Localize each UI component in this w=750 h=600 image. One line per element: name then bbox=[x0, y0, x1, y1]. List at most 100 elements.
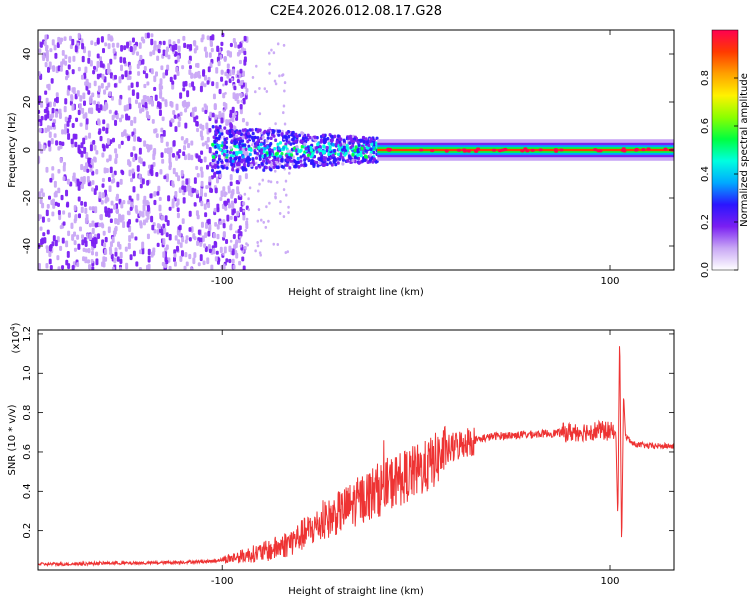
spectrogram-cell bbox=[205, 222, 209, 229]
spectrogram-cell bbox=[207, 230, 211, 237]
spectrogram-cell bbox=[55, 92, 59, 98]
spectrogram-cell bbox=[219, 173, 223, 179]
spectrogram-cell bbox=[204, 232, 208, 239]
spectrogram-cell bbox=[372, 150, 376, 155]
spectrogram-cell bbox=[160, 65, 164, 71]
spectrogram-cell bbox=[538, 148, 543, 152]
spectrogram-cell bbox=[60, 61, 64, 68]
spectrogram-cell bbox=[143, 65, 147, 71]
spectrogram-cell bbox=[182, 151, 186, 157]
spectrogram-cell bbox=[102, 126, 106, 132]
spectrogram-cell bbox=[156, 242, 160, 248]
spectrogram-cell bbox=[54, 239, 58, 247]
spectrogram-cell bbox=[157, 185, 161, 192]
spectrogram-cell bbox=[107, 211, 111, 218]
spectrogram-cell bbox=[109, 72, 113, 79]
spectrogram-cell bbox=[225, 258, 229, 263]
spectrogram-cell bbox=[257, 146, 261, 150]
spectrogram-cell bbox=[96, 53, 100, 59]
spectrogram-cell bbox=[150, 164, 154, 170]
spectrogram-cell bbox=[203, 46, 207, 52]
spectrogram-cell bbox=[182, 197, 186, 204]
spectrogram-cell bbox=[241, 143, 245, 148]
spectrogram-cell bbox=[84, 207, 88, 214]
spectrogram-cell bbox=[191, 81, 195, 87]
spectrogram-cell bbox=[134, 205, 138, 212]
spectrogram-cell bbox=[91, 227, 95, 235]
spectrogram-cell bbox=[187, 153, 191, 161]
snr-y-tick-label: 1.0 bbox=[22, 365, 33, 381]
spectrogram-cell bbox=[190, 192, 194, 198]
spectrogram-cell bbox=[177, 38, 181, 44]
spectrogram-cell bbox=[119, 117, 123, 123]
spectrogram-cell bbox=[80, 164, 84, 171]
spectrogram-cell bbox=[246, 139, 250, 144]
spectrogram-cell bbox=[243, 192, 247, 196]
spectrogram-cell bbox=[184, 108, 188, 113]
spectrogram-cell bbox=[259, 151, 263, 155]
spectrogram-cell bbox=[182, 35, 186, 41]
spectrogram-cell bbox=[229, 181, 233, 187]
spectrogram-cell bbox=[138, 266, 142, 270]
spectrogram-cell bbox=[215, 170, 219, 175]
spectrogram-cell bbox=[272, 51, 276, 55]
spectrogram-cell bbox=[119, 251, 123, 259]
spectrogram-cell bbox=[65, 69, 69, 76]
spectrogram-cell bbox=[87, 57, 91, 64]
spectrogram-cell bbox=[229, 204, 232, 208]
spectrogram-cell bbox=[215, 81, 219, 89]
spectrogram-cell bbox=[130, 120, 134, 127]
spectrogram-cell bbox=[38, 95, 42, 101]
spectrogram-cell bbox=[178, 148, 182, 154]
spectrogram-cell bbox=[49, 125, 53, 130]
spectrogram-cell bbox=[192, 40, 196, 46]
spectrogram-cell bbox=[155, 71, 159, 77]
spectrogram-cell bbox=[54, 52, 58, 59]
spectrogram-cell bbox=[108, 154, 112, 162]
spectrogram-cell bbox=[154, 128, 158, 133]
spectrogram-cell bbox=[219, 54, 223, 60]
spectrogram-cell bbox=[147, 114, 151, 120]
spectrogram-cell bbox=[39, 198, 43, 205]
spectrogram-cell bbox=[222, 109, 226, 113]
spectrogram-cell bbox=[97, 119, 101, 126]
spectrogram-cell bbox=[121, 74, 125, 80]
spectrogram-cell bbox=[92, 65, 96, 71]
spectrogram-cell bbox=[99, 56, 103, 62]
spectrogram-cell bbox=[87, 259, 91, 264]
spectrogram-cell bbox=[179, 111, 183, 117]
spectrogram-cell bbox=[77, 32, 81, 39]
spectrogram-cell bbox=[251, 76, 255, 80]
spectrogram-cell bbox=[256, 241, 259, 245]
spectrogram-cell bbox=[65, 75, 69, 81]
spectrogram-cell bbox=[209, 111, 213, 118]
spectrogram-cell bbox=[243, 48, 247, 52]
spectrogram-cell bbox=[371, 160, 375, 164]
spectrogram-y-tick-label: -40 bbox=[22, 238, 33, 254]
spectrogram-cell bbox=[235, 134, 239, 139]
spectrogram-cell bbox=[228, 78, 232, 84]
spectrogram-cell bbox=[78, 103, 82, 110]
spectrogram-cell bbox=[188, 210, 192, 217]
spectrogram-cell bbox=[159, 92, 163, 99]
spectrogram-cell bbox=[49, 265, 53, 270]
spectrogram-cell bbox=[137, 60, 141, 66]
spectrogram-cell bbox=[211, 168, 215, 173]
spectrogram-cell bbox=[234, 230, 238, 234]
spectrogram-cell bbox=[51, 166, 55, 171]
spectrogram-cell bbox=[71, 103, 75, 111]
spectrogram-cell bbox=[178, 224, 182, 231]
spectrogram-cell bbox=[224, 200, 228, 207]
spectrogram-cell bbox=[213, 140, 217, 144]
spectrogram-cell bbox=[523, 147, 528, 151]
spectrogram-cell bbox=[44, 62, 48, 68]
spectrogram-cell bbox=[91, 187, 95, 192]
spectrogram-cell bbox=[61, 265, 65, 270]
spectrogram-cell bbox=[110, 200, 114, 206]
spectrogram-cell bbox=[158, 204, 162, 212]
spectrogram-cell bbox=[322, 145, 326, 149]
spectrogram-cell bbox=[67, 230, 71, 237]
spectrogram-cell bbox=[68, 35, 72, 42]
spectrogram-cell bbox=[84, 135, 88, 140]
spectrogram-cell bbox=[128, 103, 132, 110]
